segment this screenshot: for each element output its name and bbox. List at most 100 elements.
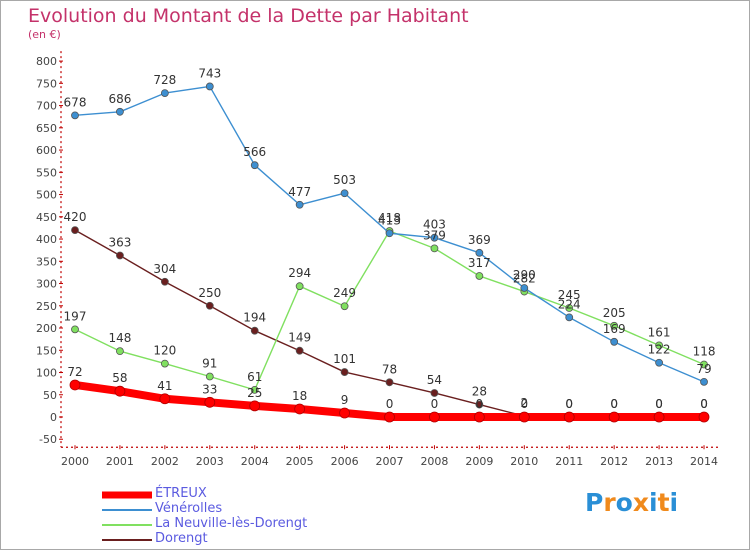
legend-swatch-venerolles bbox=[102, 508, 152, 511]
data-point-la-neuville-l-s-dorengt bbox=[475, 272, 484, 280]
data-label-la-neuville-l-s-dorengt: 91 bbox=[202, 357, 217, 371]
data-label-la-neuville-l-s-dorengt: 61 bbox=[247, 370, 262, 384]
data-label-dorengt: 304 bbox=[153, 262, 176, 276]
data-point-treux bbox=[698, 411, 710, 423]
data-point-la-neuville-l-s-dorengt bbox=[700, 360, 708, 369]
y-tick-label: 200 bbox=[36, 322, 57, 335]
legend-item-dorengt[interactable]: Dorengt bbox=[102, 531, 362, 547]
y-tick-label: 700 bbox=[36, 100, 57, 113]
data-label-dorengt: 54 bbox=[427, 373, 442, 387]
data-point-la-neuville-l-s-dorengt bbox=[250, 385, 259, 394]
legend-item-venerolles[interactable]: Vénérolles bbox=[102, 501, 362, 517]
data-label-treux: 18 bbox=[292, 389, 307, 403]
data-label-v-n-rolles: 728 bbox=[153, 73, 176, 87]
y-tick-label: 0 bbox=[50, 411, 57, 424]
data-label-la-neuville-l-s-dorengt: 282 bbox=[513, 272, 536, 286]
data-label-treux: 0 bbox=[520, 397, 528, 411]
data-label-v-n-rolles: 686 bbox=[108, 92, 131, 106]
x-tick-label: 2002 bbox=[151, 455, 179, 468]
data-point-la-neuville-l-s-dorengt bbox=[160, 359, 169, 368]
data-label-la-neuville-l-s-dorengt: 161 bbox=[648, 325, 671, 339]
data-point-dorengt bbox=[295, 346, 304, 355]
data-point-dorengt bbox=[430, 389, 439, 397]
y-tick-label: 500 bbox=[36, 189, 57, 202]
data-label-v-n-rolles: 403 bbox=[423, 218, 446, 232]
data-point-treux bbox=[294, 403, 306, 415]
data-point-dorengt bbox=[340, 368, 349, 376]
data-label-v-n-rolles: 369 bbox=[468, 233, 491, 247]
data-label-treux: 41 bbox=[157, 379, 172, 393]
y-tick-label: 600 bbox=[36, 144, 57, 157]
data-point-dorengt bbox=[205, 301, 214, 310]
data-point-la-neuville-l-s-dorengt bbox=[205, 372, 214, 381]
x-tick-label: 2004 bbox=[241, 455, 269, 468]
data-point-treux bbox=[608, 411, 620, 423]
data-label-treux: 0 bbox=[700, 397, 708, 411]
legend-item-la-neuville[interactable]: La Neuville-lès-Dorengt bbox=[102, 516, 362, 532]
y-tick-label: 450 bbox=[36, 211, 57, 224]
data-point-la-neuville-l-s-dorengt bbox=[295, 282, 304, 291]
data-point-v-n-rolles bbox=[565, 313, 574, 322]
data-point-v-n-rolles bbox=[71, 111, 79, 120]
x-tick-label: 2003 bbox=[196, 455, 224, 468]
x-tick-label: 2000 bbox=[61, 455, 89, 468]
x-tick-label: 2010 bbox=[510, 455, 538, 468]
data-point-v-n-rolles bbox=[205, 82, 214, 91]
data-point-v-n-rolles bbox=[430, 233, 439, 242]
legend-label-la-neuville: La Neuville-lès-Dorengt bbox=[155, 516, 308, 531]
legend-swatch-etreux bbox=[102, 491, 152, 498]
data-label-v-n-rolles: 503 bbox=[333, 173, 356, 187]
data-point-dorengt bbox=[160, 277, 169, 286]
data-label-v-n-rolles: 122 bbox=[648, 343, 671, 357]
data-point-v-n-rolles bbox=[160, 89, 169, 98]
data-point-treux bbox=[114, 385, 126, 397]
data-label-la-neuville-l-s-dorengt: 197 bbox=[64, 309, 87, 323]
x-tick-label: 2007 bbox=[376, 455, 404, 468]
y-tick-label: -50 bbox=[39, 433, 57, 446]
data-point-treux bbox=[69, 379, 81, 391]
data-point-v-n-rolles bbox=[385, 229, 394, 238]
data-point-v-n-rolles bbox=[295, 200, 304, 209]
legend-label-dorengt: Dorengt bbox=[155, 531, 208, 546]
chart-title: Evolution du Montant de la Dette par Hab… bbox=[28, 5, 469, 27]
y-tick-label: 100 bbox=[36, 367, 57, 380]
data-point-treux bbox=[563, 411, 575, 423]
data-point-v-n-rolles bbox=[655, 358, 663, 367]
data-label-dorengt: 194 bbox=[243, 311, 266, 325]
data-label-treux: 25 bbox=[247, 386, 262, 400]
data-label-la-neuville-l-s-dorengt: 249 bbox=[333, 286, 356, 300]
logo-letter: t bbox=[657, 488, 670, 517]
data-label-dorengt: 149 bbox=[288, 331, 311, 345]
data-label-treux: 58 bbox=[112, 371, 127, 385]
data-label-dorengt: 0 bbox=[700, 397, 708, 411]
data-label-la-neuville-l-s-dorengt: 317 bbox=[468, 256, 491, 270]
x-tick-label: 2011 bbox=[555, 455, 583, 468]
data-label-dorengt: 0 bbox=[610, 397, 618, 411]
data-point-treux bbox=[384, 411, 395, 423]
y-tick-label: 50 bbox=[43, 389, 57, 402]
y-tick-label: 250 bbox=[36, 300, 57, 313]
data-label-v-n-rolles: 224 bbox=[558, 297, 581, 311]
legend-label-etreux: ÉTREUX bbox=[155, 486, 207, 501]
y-tick-label: 300 bbox=[36, 278, 57, 291]
data-point-v-n-rolles bbox=[610, 337, 619, 346]
data-label-treux: 9 bbox=[341, 393, 349, 407]
data-label-la-neuville-l-s-dorengt: 148 bbox=[108, 331, 131, 345]
data-label-la-neuville-l-s-dorengt: 120 bbox=[153, 344, 176, 358]
data-label-treux: 0 bbox=[565, 397, 573, 411]
data-label-dorengt: 420 bbox=[64, 210, 87, 224]
logo-letter: r bbox=[603, 488, 616, 517]
legend-item-etreux[interactable]: ÉTREUX bbox=[102, 486, 362, 502]
x-tick-label: 2008 bbox=[420, 455, 448, 468]
data-point-dorengt bbox=[116, 251, 124, 260]
y-tick-label: 750 bbox=[36, 77, 57, 90]
data-point-dorengt bbox=[475, 400, 484, 409]
data-point-treux bbox=[204, 396, 216, 408]
data-label-v-n-rolles: 413 bbox=[378, 213, 401, 227]
data-point-treux bbox=[653, 411, 665, 423]
data-point-v-n-rolles bbox=[700, 377, 708, 386]
logo-letter: i bbox=[669, 488, 679, 517]
data-point-la-neuville-l-s-dorengt bbox=[610, 321, 619, 330]
data-point-dorengt bbox=[250, 326, 259, 335]
